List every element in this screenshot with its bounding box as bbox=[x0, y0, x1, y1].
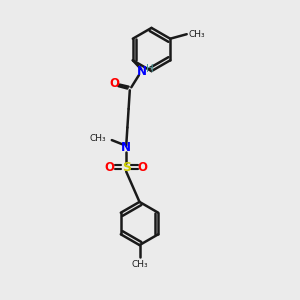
Text: O: O bbox=[105, 160, 115, 174]
Text: N: N bbox=[136, 65, 146, 78]
Text: O: O bbox=[138, 160, 148, 174]
Text: O: O bbox=[109, 76, 119, 90]
Text: CH₃: CH₃ bbox=[131, 260, 148, 269]
Text: CH₃: CH₃ bbox=[90, 134, 106, 143]
Text: N: N bbox=[121, 141, 131, 154]
Text: CH₃: CH₃ bbox=[188, 30, 205, 39]
Text: H: H bbox=[146, 64, 154, 74]
Text: S: S bbox=[122, 160, 131, 174]
